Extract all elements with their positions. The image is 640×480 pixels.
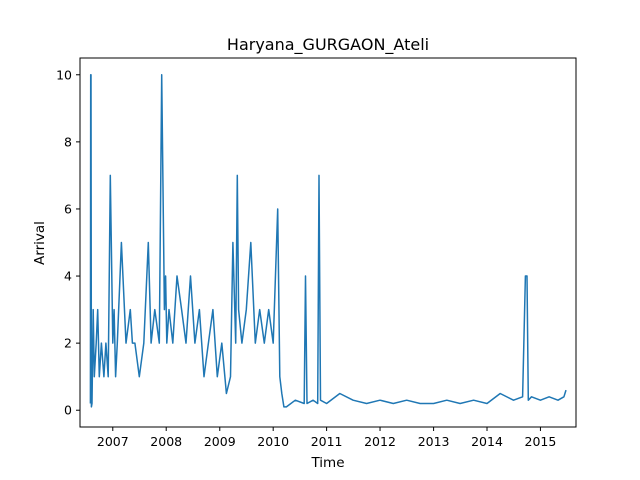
y-tick-label: 8 xyxy=(64,134,72,149)
plot-area xyxy=(89,74,567,408)
x-axis-label: Time xyxy=(310,455,344,471)
y-axis-label: Arrival xyxy=(32,221,48,265)
chart-title: Haryana_GURGAON_Ateli xyxy=(227,35,429,55)
axis-ticks: 2007 2008 2009 2010 2011 2012 2013 2014 2015 0 2 4 6… xyxy=(56,67,556,449)
axes-frame xyxy=(79,57,577,428)
x-tick-label: 2015 xyxy=(525,434,557,449)
x-tick-label: 2014 xyxy=(471,434,503,449)
y-tick-label: 4 xyxy=(64,269,72,284)
y-tick-label: 2 xyxy=(64,336,72,351)
x-tick-label: 2009 xyxy=(204,434,236,449)
y-tick-label: 6 xyxy=(64,201,72,216)
x-tick-label: 2010 xyxy=(257,434,289,449)
y-tick-label: 0 xyxy=(64,403,72,418)
series-line xyxy=(89,74,567,408)
x-tick-label: 2012 xyxy=(364,434,396,449)
x-tick-label: 2011 xyxy=(311,434,343,449)
x-tick-label: 2013 xyxy=(418,434,450,449)
y-tick-label: 10 xyxy=(56,67,72,82)
x-tick-label: 2007 xyxy=(97,434,129,449)
x-tick-label: 2008 xyxy=(150,434,182,449)
